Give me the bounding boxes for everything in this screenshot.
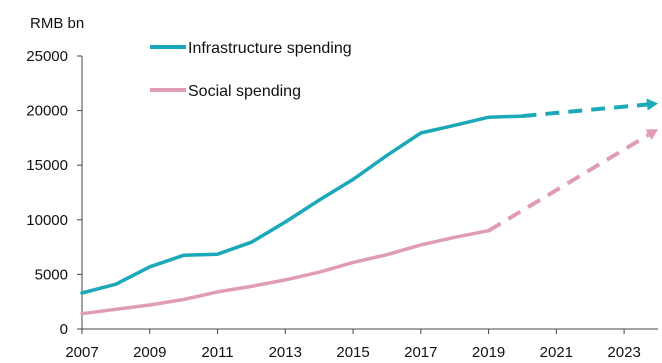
y-tick-label: 0	[60, 321, 68, 338]
y-tick-label: 25000	[26, 48, 68, 65]
series-line-social	[80, 228, 491, 316]
projection-line-social	[487, 133, 650, 233]
x-tick-label: 2019	[472, 344, 505, 361]
legend-label-infrastructure: Infrastructure spending	[188, 40, 352, 57]
x-tick-label: 2023	[607, 344, 640, 361]
x-axis: 2007 2009 2011 2013 2015 2017 2019 2021 2023	[65, 328, 658, 361]
y-tick-label: 5000	[35, 266, 68, 283]
x-tick-label: 2017	[404, 344, 437, 361]
x-tick-label: 2015	[336, 344, 369, 361]
y-axis: 0 5000 10000 15000 20000 25000	[26, 48, 83, 338]
x-tick-label: 2013	[269, 344, 302, 361]
y-tick-label: 10000	[26, 212, 68, 229]
legend-label-social: Social spending	[188, 83, 301, 100]
projection-line-infrastructure	[522, 102, 648, 119]
projection-arrowhead-infrastructure	[646, 98, 658, 111]
y-unit-label: RMB bn	[30, 15, 84, 32]
legend: Infrastructure spending Social spending	[150, 40, 352, 100]
projection-arrowhead-social	[645, 129, 658, 140]
series-layer	[80, 98, 658, 316]
y-tick-label: 20000	[26, 103, 68, 120]
series-line-infrastructure	[80, 114, 525, 295]
x-tick-label: 2011	[201, 344, 233, 361]
x-tick-label: 2021	[540, 344, 573, 361]
x-tick-label: 2007	[65, 344, 98, 361]
y-tick-label: 15000	[26, 157, 68, 174]
x-tick-label: 2009	[133, 344, 166, 361]
